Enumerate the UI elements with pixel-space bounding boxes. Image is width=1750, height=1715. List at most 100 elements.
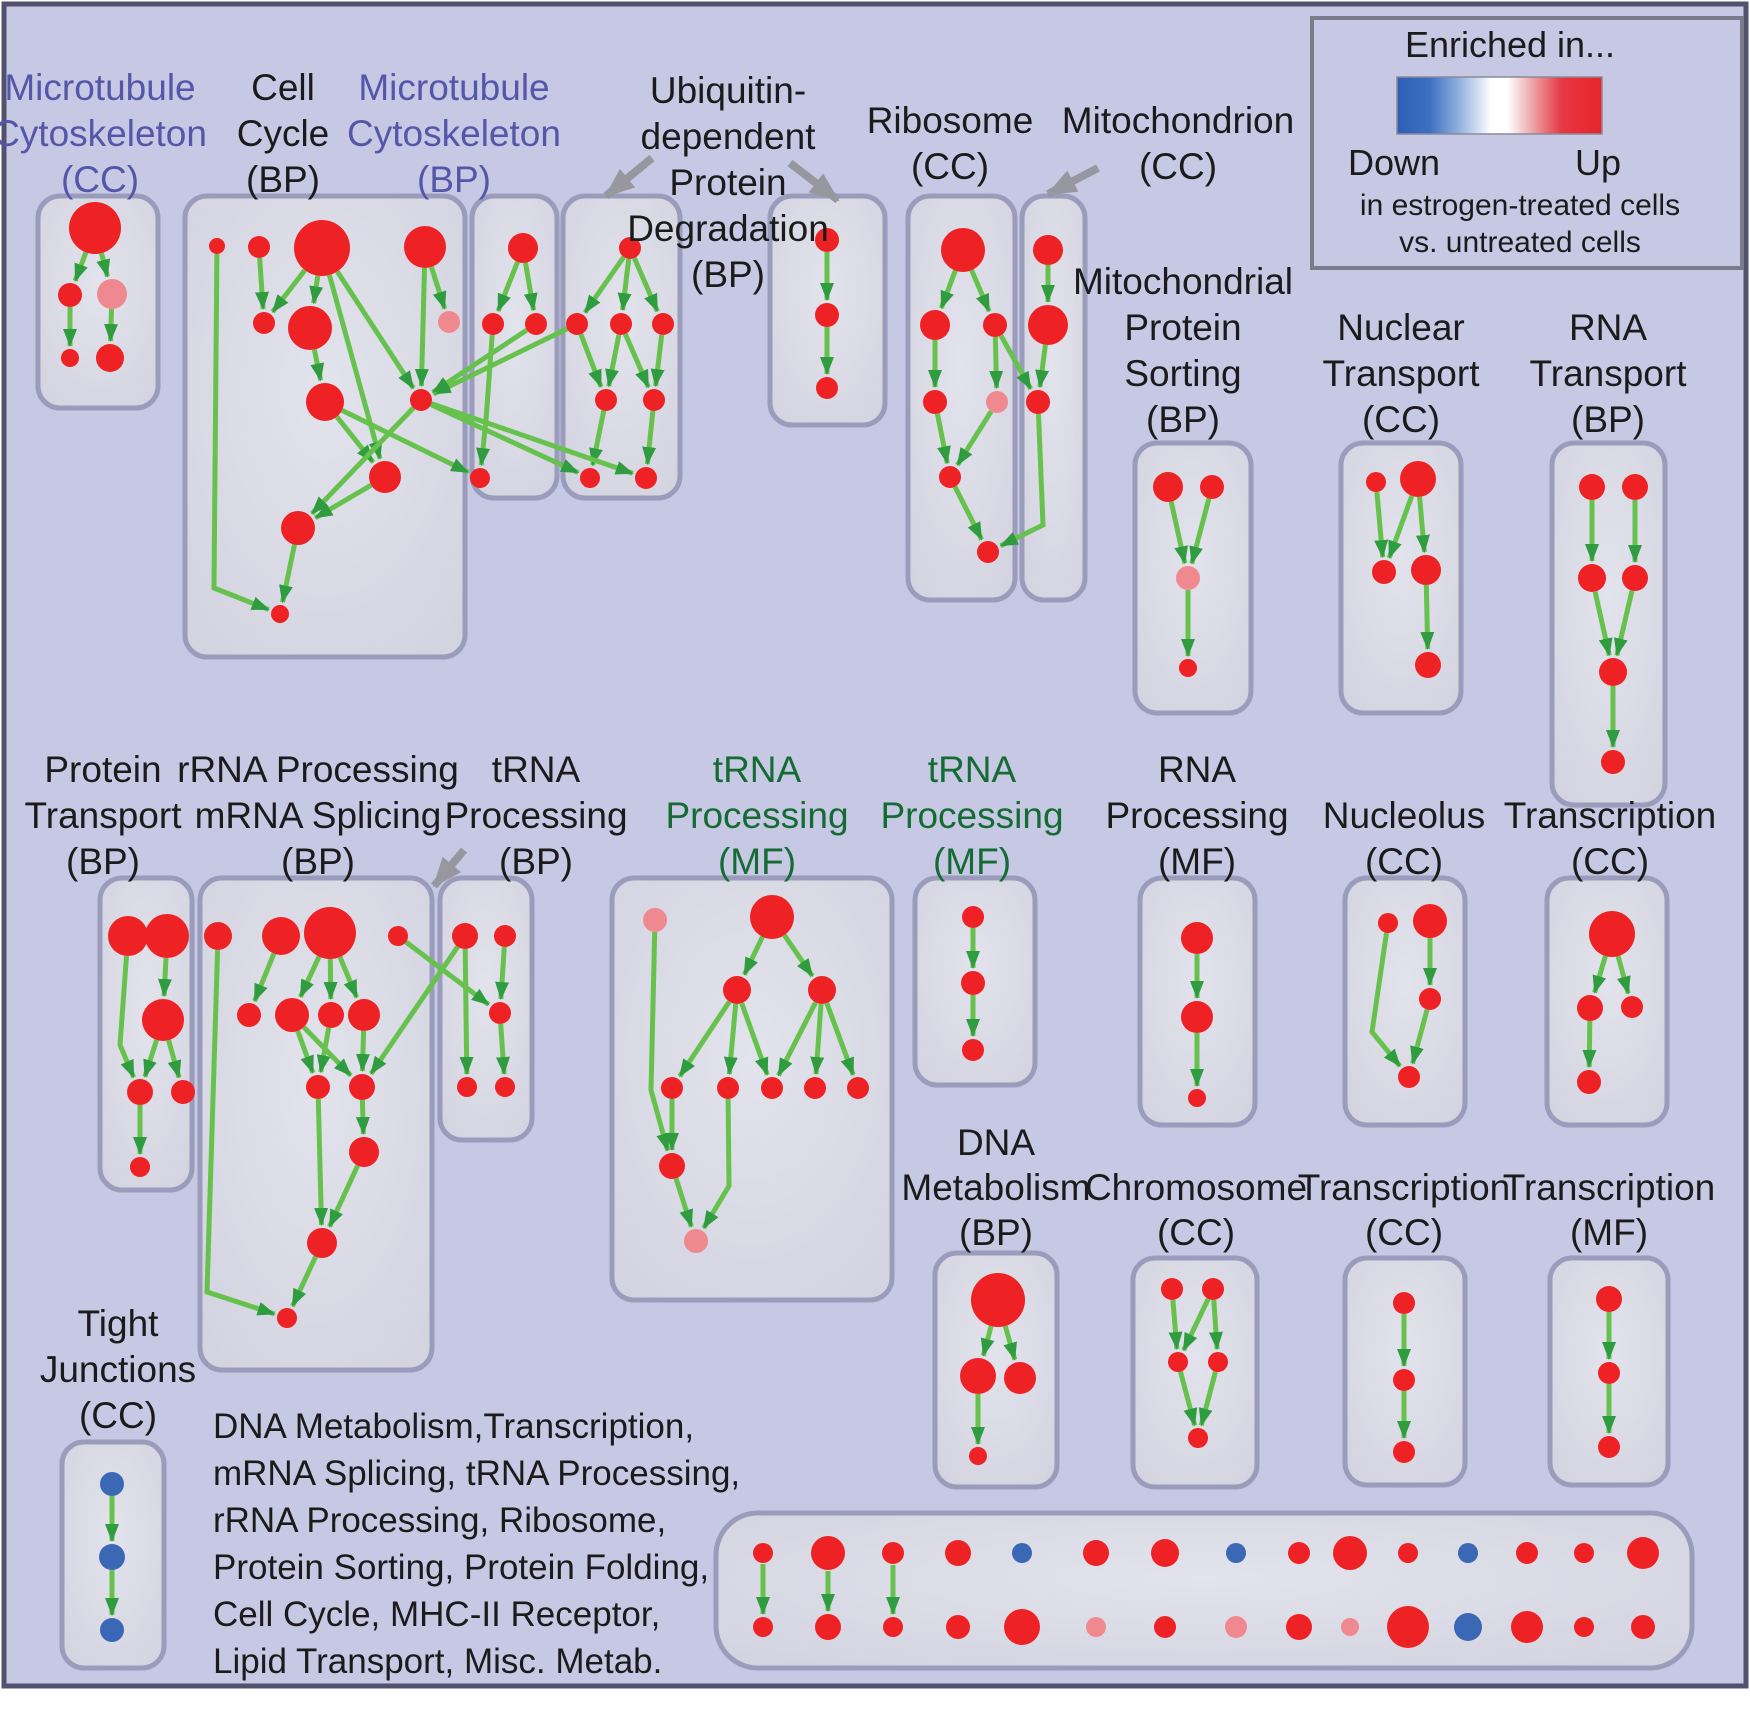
- relation-arrow: [701, 1098, 732, 1230]
- go-term-node: [659, 1153, 685, 1179]
- relation-arrow: [495, 1023, 510, 1075]
- label-pointer-arrow: [603, 154, 655, 200]
- relation-arrow: [677, 1000, 732, 1078]
- go-term-node: [1411, 555, 1441, 585]
- go-term-node: [1004, 1609, 1040, 1645]
- relation-arrow: [459, 948, 474, 1075]
- relation-arrow: [955, 409, 994, 467]
- cluster-label: (BP): [1146, 399, 1220, 440]
- relation-arrow: [314, 1098, 329, 1226]
- relation-arrow: [355, 1099, 370, 1135]
- go-term-node: [1225, 1616, 1247, 1638]
- go-term-node: [1153, 472, 1183, 502]
- go-term-node: [438, 311, 460, 333]
- go-term-node: [580, 468, 600, 488]
- go-term-node: [1341, 1618, 1359, 1636]
- relation-arrow: [327, 1164, 360, 1228]
- go-term-node: [1516, 1542, 1538, 1564]
- cluster-label: (CC): [79, 1395, 157, 1436]
- go-term-node: [1168, 1352, 1188, 1372]
- go-term-node: [619, 237, 641, 259]
- cluster-label: Microtubule: [358, 67, 549, 108]
- label-pointer-arrow: [430, 847, 468, 889]
- go-term-node: [1286, 1614, 1312, 1640]
- go-term-node: [1176, 566, 1200, 590]
- go-term-node: [1454, 1613, 1482, 1641]
- cluster-label: (MF): [718, 841, 796, 882]
- go-term-node: [171, 1080, 195, 1104]
- legend-up-label: Up: [1575, 142, 1621, 183]
- relation-arrow: [414, 267, 429, 387]
- relation-arrow: [824, 1002, 856, 1076]
- go-term-node: [961, 971, 985, 995]
- go-term-node: [761, 1077, 783, 1099]
- relation-arrow: [1592, 591, 1613, 657]
- relation-arrow: [1181, 1297, 1211, 1352]
- go-term-node: [1151, 1539, 1179, 1567]
- go-term-node: [1400, 461, 1436, 497]
- go-term-node: [643, 908, 667, 932]
- cluster-label: Processing: [444, 795, 627, 836]
- cluster-label: rRNA Processing: [177, 749, 459, 790]
- cluster-label: DNA: [957, 1122, 1035, 1163]
- relation-arrow: [295, 1030, 316, 1074]
- cluster-box-nucleolus-cc: [1342, 875, 1468, 1128]
- go-term-node: [482, 313, 504, 335]
- relation-arrow: [323, 958, 338, 1000]
- go-term-node: [1589, 911, 1635, 957]
- relation-arrow: [298, 955, 322, 998]
- cluster-box-chromosome-cc: [1130, 1255, 1260, 1490]
- go-term-node: [349, 1137, 379, 1167]
- relation-arrow: [782, 933, 815, 978]
- relation-arrow: [432, 326, 569, 397]
- relation-arrow: [142, 1039, 159, 1078]
- cluster-label: Cell: [251, 67, 315, 108]
- go-term-node: [1574, 1617, 1594, 1637]
- shared-terms-note-line: Lipid Transport, Misc. Metab.: [213, 1642, 662, 1681]
- go-term-node: [508, 233, 538, 263]
- go-term-node: [388, 926, 408, 946]
- relation-arrow: [314, 482, 373, 521]
- go-term-node: [1372, 560, 1396, 584]
- go-term-node: [883, 1617, 903, 1637]
- cluster-label: (MF): [933, 841, 1011, 882]
- go-term-node: [271, 605, 289, 623]
- go-term-node: [108, 916, 148, 956]
- go-term-node: [977, 541, 999, 563]
- shared-terms-note-line: rRNA Processing, Ribosome,: [213, 1501, 666, 1540]
- relation-arrow: [648, 931, 671, 1152]
- cluster-label: Cytoskeleton: [347, 113, 561, 154]
- go-term-node: [410, 389, 432, 411]
- go-term-node: [1202, 1278, 1224, 1300]
- cluster-label: Cytoskeleton: [0, 113, 207, 154]
- relation-arrow: [211, 253, 270, 612]
- go-term-node: [304, 907, 356, 959]
- relation-arrow: [204, 949, 276, 1317]
- cluster-label: Transcription: [1298, 1167, 1510, 1208]
- go-term-node: [960, 1358, 996, 1394]
- go-term-node: [1083, 1540, 1109, 1566]
- cluster-label: Sorting: [1124, 353, 1241, 394]
- go-term-node: [1599, 658, 1627, 686]
- go-term-node: [142, 999, 184, 1041]
- cluster-label: (CC): [1365, 841, 1443, 882]
- go-term-node: [1154, 1616, 1176, 1638]
- go-term-node: [1033, 235, 1063, 265]
- cluster-label: (BP): [499, 841, 573, 882]
- go-term-node: [307, 1228, 337, 1258]
- go-term-node: [723, 976, 751, 1004]
- relation-arrow: [810, 1003, 825, 1075]
- go-term-node: [1026, 390, 1050, 414]
- go-term-node: [495, 1077, 515, 1097]
- relation-arrow: [578, 333, 604, 388]
- cluster-label: tRNA: [928, 749, 1017, 790]
- go-term-node: [1621, 996, 1643, 1018]
- relation-arrow: [632, 257, 660, 313]
- go-term-node: [275, 998, 309, 1032]
- go-term-node: [1004, 1362, 1036, 1394]
- go-term-node: [610, 313, 632, 335]
- go-term-node: [815, 303, 839, 327]
- cluster-label: tRNA: [713, 749, 802, 790]
- relation-arrow: [1035, 344, 1050, 389]
- go-term-node: [945, 1540, 971, 1566]
